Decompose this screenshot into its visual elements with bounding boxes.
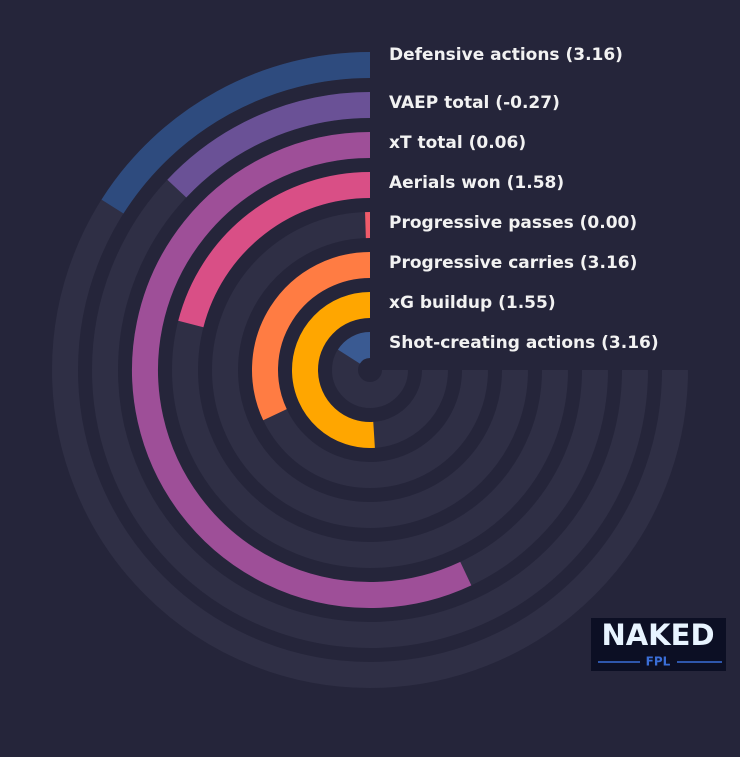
category-label: xG buildup (1.55) [389, 293, 556, 313]
bar [101, 52, 371, 214]
category-label: Defensive actions (3.16) [389, 45, 623, 65]
category-label: VAEP total (-0.27) [389, 93, 560, 113]
bar [178, 172, 371, 328]
logo: NAKED FPL [591, 618, 726, 671]
track [212, 212, 528, 528]
bar [167, 92, 371, 198]
logo-subtitle: FPL [646, 655, 671, 669]
bar [132, 132, 472, 608]
category-label: Progressive carries (3.16) [389, 253, 637, 273]
bar [252, 252, 371, 421]
bar [337, 332, 371, 365]
category-label: xT total (0.06) [389, 133, 526, 153]
category-label: Shot-creating actions (3.16) [389, 333, 659, 353]
rings [52, 52, 688, 688]
bar [292, 292, 375, 448]
category-label: Aerials won (1.58) [389, 173, 564, 193]
logo-title: NAKED [601, 618, 714, 652]
category-label: Progressive passes (0.00) [389, 213, 637, 233]
